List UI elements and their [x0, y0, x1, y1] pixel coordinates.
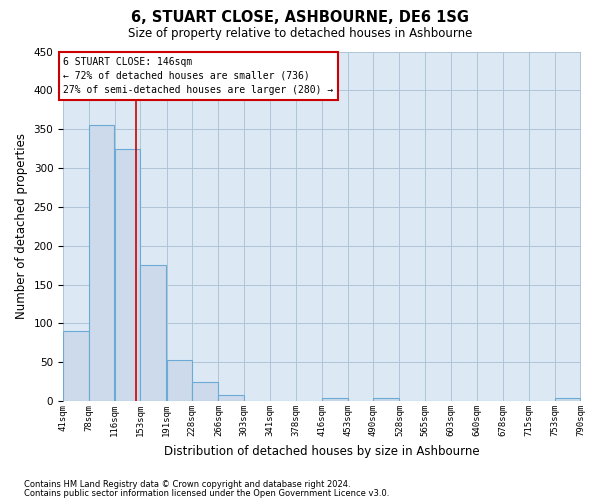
Bar [555, 398, 580, 401]
Text: Contains public sector information licensed under the Open Government Licence v3: Contains public sector information licen… [24, 489, 389, 498]
Text: 6 STUART CLOSE: 146sqm
← 72% of detached houses are smaller (736)
27% of semi-de: 6 STUART CLOSE: 146sqm ← 72% of detached… [64, 57, 334, 95]
Bar [322, 398, 347, 401]
Text: Size of property relative to detached houses in Ashbourne: Size of property relative to detached ho… [128, 28, 472, 40]
Bar [89, 126, 114, 401]
Bar [192, 382, 218, 401]
Bar [218, 395, 244, 401]
Y-axis label: Number of detached properties: Number of detached properties [15, 134, 28, 320]
X-axis label: Distribution of detached houses by size in Ashbourne: Distribution of detached houses by size … [164, 444, 479, 458]
Bar [167, 360, 192, 401]
Bar [63, 331, 89, 401]
Bar [140, 265, 166, 401]
Text: 6, STUART CLOSE, ASHBOURNE, DE6 1SG: 6, STUART CLOSE, ASHBOURNE, DE6 1SG [131, 10, 469, 25]
Bar [373, 398, 399, 401]
Text: Contains HM Land Registry data © Crown copyright and database right 2024.: Contains HM Land Registry data © Crown c… [24, 480, 350, 489]
Bar [115, 148, 140, 401]
